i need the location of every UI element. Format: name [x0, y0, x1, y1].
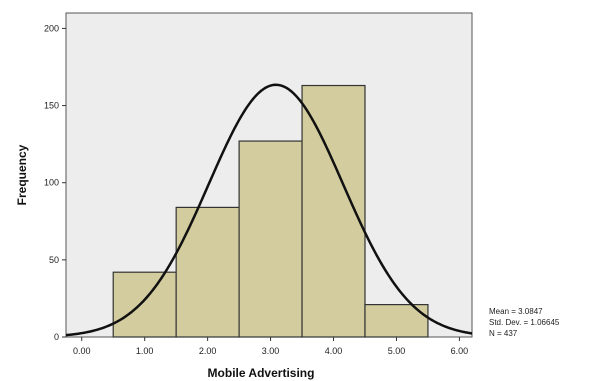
x-tick-label-5: 5.00 [388, 346, 406, 356]
x-tick-label-6: 6.00 [451, 346, 469, 356]
x-tick-label-2: 2.00 [199, 346, 217, 356]
histogram-bar-3 [238, 140, 303, 338]
x-tick-label-3: 3.00 [262, 346, 280, 356]
normal-curve [65, 83, 473, 337]
std-dev-label: Std. Dev. = 1.06645 [489, 318, 560, 327]
x-tick-label-0: 0.00 [73, 346, 91, 356]
x-tick-label-4: 4.00 [325, 346, 343, 356]
histogram-bar-2 [175, 206, 240, 338]
y-axis-title: Frequency [15, 144, 29, 205]
y-tick-label-1: 50 [49, 255, 59, 265]
x-tick-label-1: 1.00 [136, 346, 154, 356]
y-tick-label-3: 150 [44, 101, 59, 111]
y-tick-label-2: 100 [44, 178, 59, 188]
y-tick-label-0: 0 [54, 332, 59, 342]
n-label: N = 437 [489, 329, 518, 338]
y-tick-label-4: 200 [44, 23, 59, 33]
histogram-bar-1 [112, 271, 177, 338]
x-axis-title: Mobile Advertising [208, 366, 315, 380]
mean-label: Mean = 3.0847 [489, 307, 543, 316]
